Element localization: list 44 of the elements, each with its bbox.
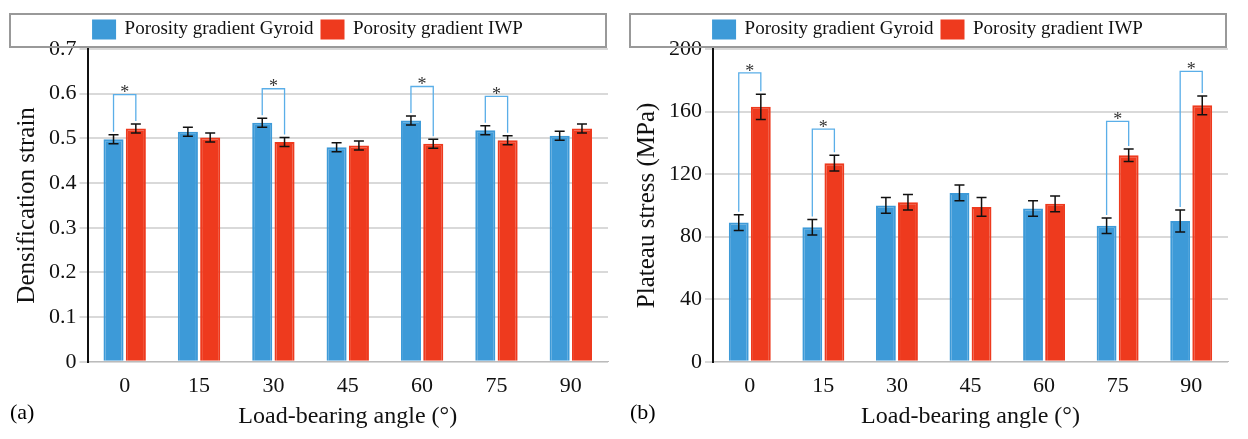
- x-tick-label: 30: [885, 371, 908, 397]
- y-tick-label: 0.4: [49, 168, 77, 194]
- y-tick-label: 0.2: [49, 258, 77, 284]
- text: (b): [630, 399, 656, 425]
- annotation: *: [268, 76, 278, 97]
- y-tick-label: 0.6: [49, 79, 77, 105]
- y-axis-title: Densification strain: [11, 106, 39, 304]
- annotation: *: [1186, 59, 1196, 80]
- annotation: *: [745, 60, 755, 81]
- x-tick-label: 60: [411, 371, 434, 397]
- x-tick-label: 15: [812, 371, 835, 397]
- x-tick-label: 30: [262, 371, 285, 397]
- x-tick-label: 45: [336, 371, 359, 397]
- x-tick-label: 0: [119, 371, 131, 397]
- x-tick-label: 15: [188, 371, 211, 397]
- x-tick-label: 60: [1033, 371, 1056, 397]
- y-tick-label: 0: [691, 347, 702, 373]
- annotation: *: [1113, 109, 1123, 130]
- x-tick-label: 45: [959, 371, 982, 397]
- annotation: *: [491, 84, 501, 105]
- legend-label: Porosity gradient Gyroid: [124, 17, 314, 39]
- y-tick-label: 0.5: [49, 124, 77, 150]
- y-tick-label: 120: [669, 159, 702, 185]
- x-axis-title: Load-bearing angle (°): [861, 401, 1080, 428]
- x-tick-label: 75: [485, 371, 508, 397]
- legend-label: Porosity gradient IWP: [353, 17, 523, 39]
- y-tick-label: 0: [65, 347, 77, 373]
- x-tick-label: 90: [1180, 371, 1203, 397]
- y-tick-label: 80: [680, 222, 702, 248]
- x-axis-title: Load-bearing angle (°): [238, 401, 458, 428]
- y-tick-label: 160: [669, 97, 702, 123]
- legend-label: Porosity gradient Gyroid: [744, 17, 934, 39]
- y-tick-label: 0.1: [49, 302, 77, 328]
- x-tick-label: 75: [1106, 371, 1129, 397]
- legend-label: Porosity gradient IWP: [973, 17, 1143, 39]
- x-tick-label: 90: [559, 371, 582, 397]
- annotation: *: [120, 82, 130, 103]
- annotation: *: [417, 74, 427, 95]
- text: (a): [10, 399, 35, 425]
- y-tick-label: 40: [680, 285, 702, 311]
- x-tick-label: 0: [744, 371, 756, 397]
- y-axis-title: Plateau stress (MPa): [631, 102, 660, 309]
- annotation: *: [818, 116, 828, 137]
- y-tick-label: 0.3: [49, 213, 77, 239]
